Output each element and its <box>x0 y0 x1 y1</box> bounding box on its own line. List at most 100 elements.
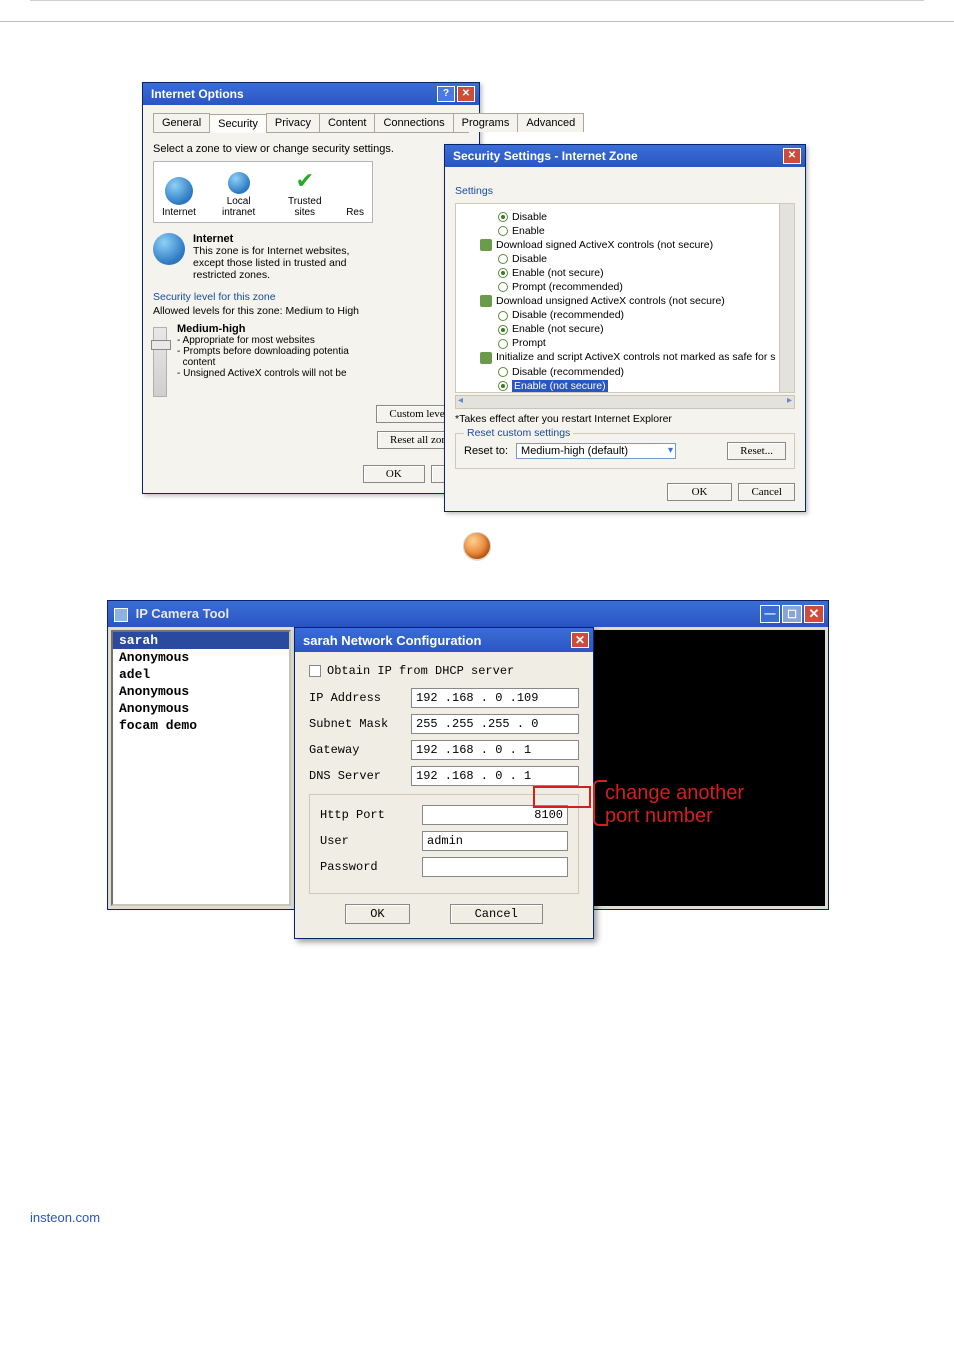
list-item[interactable]: Anonymous <box>113 700 289 717</box>
user-label: User <box>320 834 416 848</box>
dialog-internet-options: Internet Options ? ✕ General Security Pr… <box>142 82 480 494</box>
reset-button[interactable]: Reset... <box>727 442 786 460</box>
password-label: Password <box>320 860 416 874</box>
http-port-highlight <box>533 786 591 808</box>
tab-content[interactable]: Content <box>319 113 376 132</box>
dhcp-checkbox-row[interactable]: Obtain IP from DHCP server <box>309 664 579 678</box>
list-item[interactable]: Anonymous <box>113 683 289 700</box>
tab-privacy[interactable]: Privacy <box>266 113 320 132</box>
gateway-label: Gateway <box>309 743 405 757</box>
settings-tree[interactable]: Disable Enable Download signed ActiveX c… <box>455 203 795 393</box>
ok-button[interactable]: OK <box>363 465 425 483</box>
orange-sphere-icon <box>463 532 491 560</box>
list-item[interactable]: adel <box>113 666 289 683</box>
tab-connections[interactable]: Connections <box>374 113 453 132</box>
zone-desc-text: This zone is for Internet websites, exce… <box>193 245 349 281</box>
zone-instruction: Select a zone to view or change security… <box>153 143 469 155</box>
footer-link[interactable]: insteon.com <box>0 1210 954 1255</box>
ip-address-label: IP Address <box>309 691 405 705</box>
level-description: Medium-high - Appropriate for most websi… <box>177 323 367 397</box>
zone-restricted[interactable]: Res <box>346 207 364 218</box>
opt-prompt[interactable]: Prompt <box>512 337 546 349</box>
titlebar-network-configuration: sarah Network Configuration ✕ <box>295 628 593 652</box>
globe-icon <box>153 233 185 265</box>
title-internet-options: Internet Options <box>151 87 244 101</box>
node-init-script: Initialize and script ActiveX controls n… <box>496 351 776 363</box>
titlebar-internet-options: Internet Options ? ✕ <box>143 83 479 105</box>
figure-ip-camera-tool: IP Camera Tool — ☐ ✕ sarah Anonymous ade… <box>107 600 847 930</box>
page-body: Internet Options ? ✕ General Security Pr… <box>0 21 954 1010</box>
ok-button[interactable]: OK <box>667 483 733 501</box>
maximize-icon[interactable]: ☐ <box>782 605 802 623</box>
zone-description: Internet This zone is for Internet websi… <box>153 233 469 281</box>
tab-advanced[interactable]: Advanced <box>517 113 584 132</box>
dhcp-label: Obtain IP from DHCP server <box>327 664 514 678</box>
opt-enable-not-secure[interactable]: Enable (not secure) <box>512 323 604 335</box>
dialog-security-settings: Security Settings - Internet Zone ✕ Sett… <box>444 144 806 512</box>
dns-server-input[interactable]: 192 .168 . 0 . 1 <box>411 766 579 786</box>
cancel-button[interactable]: Cancel <box>450 904 543 924</box>
reset-to-combo[interactable]: Medium-high (default) <box>516 443 676 459</box>
tabstrip: General Security Privacy Content Connect… <box>153 113 469 133</box>
list-item[interactable]: Anonymous <box>113 649 289 666</box>
node-dl-signed: Download signed ActiveX controls (not se… <box>496 239 713 251</box>
restart-note: *Takes effect after you restart Internet… <box>455 413 795 425</box>
gateway-input[interactable]: 192 .168 . 0 . 1 <box>411 740 579 760</box>
zone-trusted-sites[interactable]: ✔ Trusted sites <box>281 170 328 218</box>
dialog-network-configuration: sarah Network Configuration ✕ Obtain IP … <box>294 627 594 939</box>
activex-icon <box>480 295 492 307</box>
check-icon: ✔ <box>293 170 317 194</box>
zone-internet[interactable]: Internet <box>162 177 196 218</box>
opt-disable-rec[interactable]: Disable (recommended) <box>512 309 624 321</box>
globe-icon <box>165 177 193 205</box>
password-input[interactable] <box>422 857 568 877</box>
security-level-label: Security level for this zone <box>153 291 469 303</box>
user-input[interactable]: admin <box>422 831 568 851</box>
ip-address-input[interactable]: 192 .168 . 0 .109 <box>411 688 579 708</box>
opt-enable-not-secure-hl[interactable]: Enable (not secure) <box>512 380 608 392</box>
close-icon[interactable]: ✕ <box>457 86 475 102</box>
opt-prompt-rec[interactable]: Prompt (recommended) <box>512 281 623 293</box>
close-icon[interactable]: ✕ <box>571 632 589 648</box>
window-ip-camera-tool: IP Camera Tool — ☐ ✕ sarah Anonymous ade… <box>107 600 829 910</box>
close-icon[interactable]: ✕ <box>804 605 824 623</box>
opt-enable-not-secure[interactable]: Enable (not secure) <box>512 267 604 279</box>
reset-custom-settings-group: Reset custom settings Reset to: Medium-h… <box>455 433 795 469</box>
opt-disable[interactable]: Disable <box>512 211 547 223</box>
port-user-group: Http Port 8100 User admin Password <box>309 794 579 894</box>
close-icon[interactable]: ✕ <box>783 148 801 164</box>
security-slider[interactable] <box>153 327 167 397</box>
allowed-levels: Allowed levels for this zone: Medium to … <box>153 305 469 317</box>
subnet-mask-input[interactable]: 255 .255 .255 . 0 <box>411 714 579 734</box>
subnet-mask-label: Subnet Mask <box>309 717 405 731</box>
titlebar-ip-camera-tool: IP Camera Tool — ☐ ✕ <box>108 601 828 627</box>
ok-button[interactable]: OK <box>345 904 409 924</box>
tab-security[interactable]: Security <box>209 114 267 133</box>
titlebar-security-settings: Security Settings - Internet Zone ✕ <box>445 145 805 167</box>
zone-name: Internet <box>193 233 233 245</box>
tab-general[interactable]: General <box>153 113 210 132</box>
help-icon[interactable]: ? <box>437 86 455 102</box>
activex-icon <box>480 239 492 251</box>
settings-label: Settings <box>455 185 795 197</box>
list-item[interactable]: sarah <box>113 632 289 649</box>
zone-list[interactable]: Internet Local intranet ✔ Trusted sites … <box>153 161 373 223</box>
minimize-icon[interactable]: — <box>760 605 780 623</box>
opt-disable-rec[interactable]: Disable (recommended) <box>512 366 624 378</box>
app-icon <box>114 608 128 622</box>
reset-to-label: Reset to: <box>464 445 508 457</box>
opt-enable[interactable]: Enable <box>512 225 545 237</box>
camera-list[interactable]: sarah Anonymous adel Anonymous Anonymous… <box>111 630 291 906</box>
list-item[interactable]: focam demo <box>113 717 289 734</box>
title-ip-camera-tool: IP Camera Tool <box>136 606 229 621</box>
tab-programs[interactable]: Programs <box>453 113 519 132</box>
horizontal-scrollbar[interactable] <box>455 395 795 409</box>
opt-disable[interactable]: Disable <box>512 253 547 265</box>
globe-icon <box>228 172 250 194</box>
checkbox-icon[interactable] <box>309 665 321 677</box>
title-network-configuration: sarah Network Configuration <box>303 633 481 648</box>
node-dl-unsigned: Download unsigned ActiveX controls (not … <box>496 295 725 307</box>
zone-local-intranet[interactable]: Local intranet <box>214 172 263 218</box>
cancel-button[interactable]: Cancel <box>738 483 795 501</box>
http-port-input[interactable]: 8100 <box>422 805 568 825</box>
